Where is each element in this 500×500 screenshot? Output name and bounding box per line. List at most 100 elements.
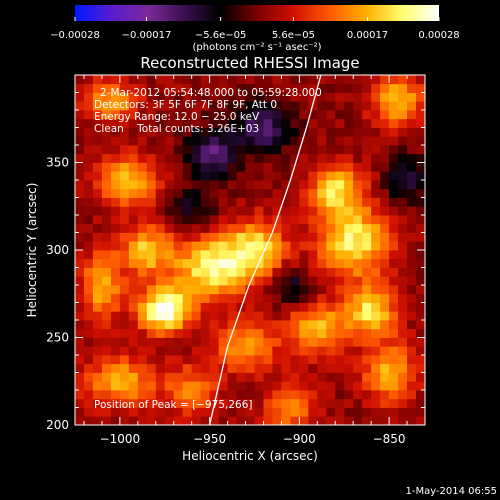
heatmap-cell xyxy=(317,206,327,216)
heatmap-cell xyxy=(254,390,264,400)
heatmap-cell xyxy=(209,153,219,163)
heatmap-cell xyxy=(110,390,121,400)
heatmap-cell xyxy=(83,241,94,251)
heatmap-cell xyxy=(290,162,300,172)
heatmap-cell xyxy=(155,372,166,382)
heatmap-cell xyxy=(128,381,139,391)
heatmap-cell xyxy=(83,267,94,277)
heatmap-cell xyxy=(371,188,381,198)
heatmap-cell xyxy=(317,337,327,347)
heatmap-cell xyxy=(317,180,327,190)
heatmap-cell xyxy=(245,328,255,338)
heatmap-cell xyxy=(227,363,237,373)
heatmap-cell xyxy=(200,206,211,216)
heatmap-cell xyxy=(281,206,291,216)
heatmap-cell xyxy=(272,381,282,391)
heatmap-cell xyxy=(272,232,282,242)
heatmap-cell xyxy=(380,206,390,216)
heatmap-cell xyxy=(353,407,363,417)
heatmap-cell xyxy=(344,101,354,111)
heatmap-cell xyxy=(137,355,148,365)
heatmap-cell xyxy=(299,320,309,330)
heatmap-cell xyxy=(254,328,264,338)
heatmap-cell xyxy=(416,136,425,146)
heatmap-cell xyxy=(317,355,327,365)
heatmap-cell xyxy=(92,276,103,286)
heatmap-cell xyxy=(236,285,246,295)
heatmap-cell xyxy=(263,311,273,321)
heatmap-cell xyxy=(227,92,237,102)
heatmap-cell xyxy=(200,285,211,295)
heatmap-cell xyxy=(398,337,408,347)
heatmap-cell xyxy=(353,232,363,242)
heatmap-cell xyxy=(128,355,139,365)
heatmap-cell xyxy=(164,416,175,425)
heatmap-cell xyxy=(218,276,228,286)
heatmap-cell xyxy=(326,311,336,321)
heatmap-cell xyxy=(83,215,94,225)
heatmap-cell xyxy=(164,145,175,155)
heatmap-cell xyxy=(407,136,417,146)
heatmap-cell xyxy=(191,372,202,382)
heatmap-cell xyxy=(344,293,354,303)
heatmap-cell xyxy=(182,241,193,251)
heatmap-cell xyxy=(191,302,202,312)
heatmap-cell xyxy=(362,136,372,146)
x-tick-label: −950 xyxy=(193,432,226,446)
heatmap-cell xyxy=(371,276,381,286)
heatmap-cell xyxy=(209,101,219,111)
heatmap-cell xyxy=(110,215,121,225)
heatmap-cell xyxy=(263,83,273,93)
heatmap-cell xyxy=(218,293,228,303)
heatmap-cell xyxy=(128,232,139,242)
heatmap-cell xyxy=(146,363,157,373)
heatmap-cell xyxy=(137,232,148,242)
heatmap-cell xyxy=(128,416,139,425)
heatmap-cell xyxy=(110,188,121,198)
heatmap-cell xyxy=(92,153,103,163)
heatmap-cell xyxy=(263,407,273,417)
heatmap-cell xyxy=(155,215,166,225)
heatmap-cell xyxy=(218,92,228,102)
heatmap-cell xyxy=(380,416,390,425)
heatmap-cell xyxy=(227,162,237,172)
heatmap-cell xyxy=(92,162,103,172)
heatmap-cell xyxy=(272,188,282,198)
heatmap-cell xyxy=(218,267,228,277)
heatmap-cell xyxy=(407,197,417,207)
heatmap-cell xyxy=(281,180,291,190)
heatmap-cell xyxy=(344,232,354,242)
heatmap-cell xyxy=(119,337,130,347)
heatmap-cell xyxy=(182,363,193,373)
heatmap-cell xyxy=(254,145,264,155)
heatmap-cell xyxy=(353,127,363,137)
heatmap-cell xyxy=(326,276,336,286)
heatmap-cell xyxy=(281,250,291,260)
heatmap-cell xyxy=(182,153,193,163)
heatmap-cell xyxy=(398,127,408,137)
heatmap-cell xyxy=(119,110,130,120)
heatmap-cell xyxy=(398,372,408,382)
heatmap-cell xyxy=(362,293,372,303)
heatmap-cell xyxy=(299,241,309,251)
x-tick-label: −900 xyxy=(283,432,316,446)
heatmap-cell xyxy=(200,171,211,181)
heatmap-cell xyxy=(398,197,408,207)
heatmap-cell xyxy=(245,276,255,286)
heatmap-cell xyxy=(101,285,112,295)
heatmap-cell xyxy=(173,110,184,120)
heatmap-cell xyxy=(308,188,318,198)
heatmap-cell xyxy=(146,346,157,356)
heatmap-cell xyxy=(281,75,291,85)
heatmap-cell xyxy=(83,311,94,321)
heatmap-cell xyxy=(218,75,228,85)
heatmap-cell xyxy=(92,328,103,338)
heatmap-cell xyxy=(308,75,318,85)
heatmap-cell xyxy=(398,118,408,128)
heatmap-cell xyxy=(155,153,166,163)
heatmap-cell xyxy=(137,398,148,408)
heatmap-cell xyxy=(407,416,417,425)
heatmap-cell xyxy=(173,346,184,356)
heatmap-cell xyxy=(362,390,372,400)
